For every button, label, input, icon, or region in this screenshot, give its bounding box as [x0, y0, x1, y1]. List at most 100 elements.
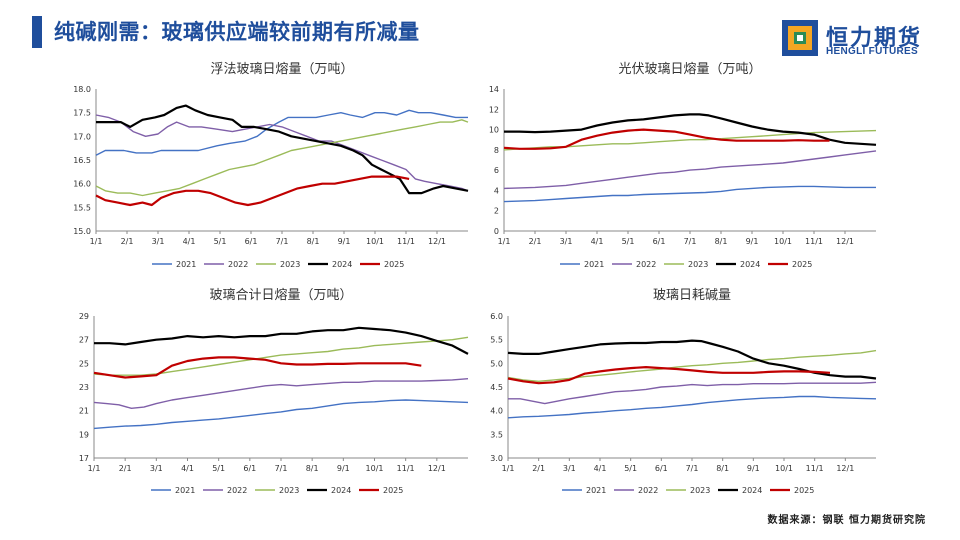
- y-tick-label: 18.0: [73, 85, 91, 94]
- legend-label-2024: 2024: [740, 260, 760, 269]
- x-tick-label: 3/1: [560, 237, 573, 246]
- legend-label-2022: 2022: [227, 486, 247, 495]
- series-line-2024: [96, 104, 469, 195]
- y-tick-label: 4: [494, 186, 499, 195]
- legend-label-2021: 2021: [584, 260, 604, 269]
- y-tick-label: 21: [79, 407, 89, 416]
- series-line-2024: [94, 326, 469, 355]
- chart-total: 玻璃合计日熔量（万吨） 17 19 21 23 25 27 29 1/1 2/1 3/1 4/1 5/1…: [79, 288, 469, 495]
- data-source-note: 数据来源：钢联 恒力期货研究院: [767, 515, 926, 526]
- y-tick-label: 19: [79, 430, 89, 439]
- x-tick-label: 10/1: [775, 464, 793, 473]
- y-tick-label: 12: [489, 105, 499, 114]
- chart-title: 玻璃合计日熔量（万吨）: [209, 288, 352, 303]
- series-line-2023: [93, 336, 469, 376]
- x-tick-label: 1/1: [498, 237, 511, 246]
- company-logo: 恒力期货 HENGLI FUTURES: [782, 20, 942, 60]
- y-tick-label: 14: [489, 85, 499, 94]
- y-tick-label: 4.5: [490, 383, 503, 392]
- x-tick-label: 11/1: [805, 237, 823, 246]
- chart-title: 浮法玻璃日熔量（万吨）: [210, 62, 353, 77]
- x-tick-label: 9/1: [337, 464, 350, 473]
- y-tick-label: 3.5: [490, 430, 503, 439]
- chart-float: 浮法玻璃日熔量（万吨） 15.0 15.5 16.0 16.5 17.0 17.5 18.0 1…: [73, 62, 469, 269]
- series-line-2021: [503, 185, 876, 203]
- y-tick-label: 23: [79, 383, 89, 392]
- x-tick-label: 2/1: [529, 237, 542, 246]
- y-tick-label: 0: [494, 227, 499, 236]
- x-tick-label: 4/1: [183, 237, 196, 246]
- series-line-2025: [93, 356, 422, 379]
- y-tick-label: 3.0: [490, 454, 503, 463]
- x-tick-label: 12/1: [836, 464, 854, 473]
- x-tick-label: 8/1: [715, 237, 728, 246]
- y-tick-label: 27: [79, 336, 89, 345]
- y-tick-label: 5.5: [490, 336, 503, 345]
- series-line-2025: [95, 175, 410, 207]
- legend-label-2022: 2022: [228, 260, 248, 269]
- series-line-2022: [93, 378, 469, 409]
- legend-label-2025: 2025: [792, 260, 812, 269]
- y-tick-label: 25: [79, 359, 89, 368]
- y-tick-label: 6.0: [490, 312, 503, 321]
- x-tick-label: 1/1: [90, 237, 103, 246]
- x-tick-label: 11/1: [806, 464, 824, 473]
- x-tick-label: 2/1: [119, 464, 132, 473]
- x-tick-label: 2/1: [121, 237, 134, 246]
- x-tick-label: 5/1: [624, 464, 637, 473]
- series-line-2024: [504, 113, 877, 146]
- x-tick-label: 9/1: [747, 464, 760, 473]
- logo-text-cn: 恒力期货: [826, 26, 923, 51]
- series-line-2022: [508, 381, 877, 405]
- legend-label-2025: 2025: [384, 260, 404, 269]
- x-tick-label: 6/1: [653, 237, 666, 246]
- x-tick-label: 12/1: [428, 464, 446, 473]
- legend-label-2024: 2024: [742, 486, 762, 495]
- series-line-2021: [93, 399, 469, 430]
- x-tick-label: 1/1: [502, 464, 515, 473]
- series-line-2023: [507, 349, 877, 382]
- legend-label-2023: 2023: [279, 486, 299, 495]
- x-tick-label: 7/1: [276, 237, 289, 246]
- legend-label-2023: 2023: [690, 486, 710, 495]
- x-tick-label: 6/1: [243, 464, 256, 473]
- x-tick-label: 4/1: [591, 237, 604, 246]
- y-tick-label: 29: [79, 312, 89, 321]
- y-tick-label: 6: [494, 166, 499, 175]
- legend-label-2025: 2025: [794, 486, 814, 495]
- x-tick-label: 2/1: [532, 464, 545, 473]
- series-line-2021: [507, 395, 877, 419]
- y-tick-label: 15.5: [73, 203, 91, 212]
- legend-label-2025: 2025: [383, 486, 403, 495]
- y-tick-label: 17: [79, 454, 89, 463]
- legend-label-2021: 2021: [586, 486, 606, 495]
- x-tick-label: 11/1: [397, 237, 415, 246]
- series-line-2023: [95, 119, 469, 197]
- x-tick-label: 9/1: [338, 237, 351, 246]
- chart-title: 光伏玻璃日熔量（万吨）: [618, 62, 761, 77]
- series-line-2025: [503, 128, 830, 150]
- x-tick-label: 3/1: [152, 237, 165, 246]
- series-line-2025: [507, 366, 831, 385]
- x-tick-label: 12/1: [836, 237, 854, 246]
- x-tick-label: 5/1: [622, 237, 635, 246]
- x-tick-label: 8/1: [716, 464, 729, 473]
- y-tick-label: 2: [494, 207, 499, 216]
- legend-label-2023: 2023: [280, 260, 300, 269]
- hengli-logo-icon: [782, 20, 818, 56]
- series-line-2022: [503, 150, 877, 190]
- y-tick-label: 17.0: [73, 132, 91, 141]
- y-tick-label: 17.5: [73, 109, 91, 118]
- x-tick-label: 5/1: [212, 464, 225, 473]
- legend-label-2024: 2024: [331, 486, 351, 495]
- y-tick-label: 15.0: [73, 227, 91, 236]
- series-line-2022: [95, 114, 469, 192]
- legend-label-2021: 2021: [176, 260, 196, 269]
- x-tick-label: 10/1: [366, 464, 384, 473]
- logo-text-en: HENGLI FUTURES: [826, 46, 918, 57]
- y-tick-label: 10: [489, 126, 499, 135]
- legend-label-2022: 2022: [638, 486, 658, 495]
- x-tick-label: 9/1: [746, 237, 759, 246]
- y-tick-label: 16.0: [73, 180, 91, 189]
